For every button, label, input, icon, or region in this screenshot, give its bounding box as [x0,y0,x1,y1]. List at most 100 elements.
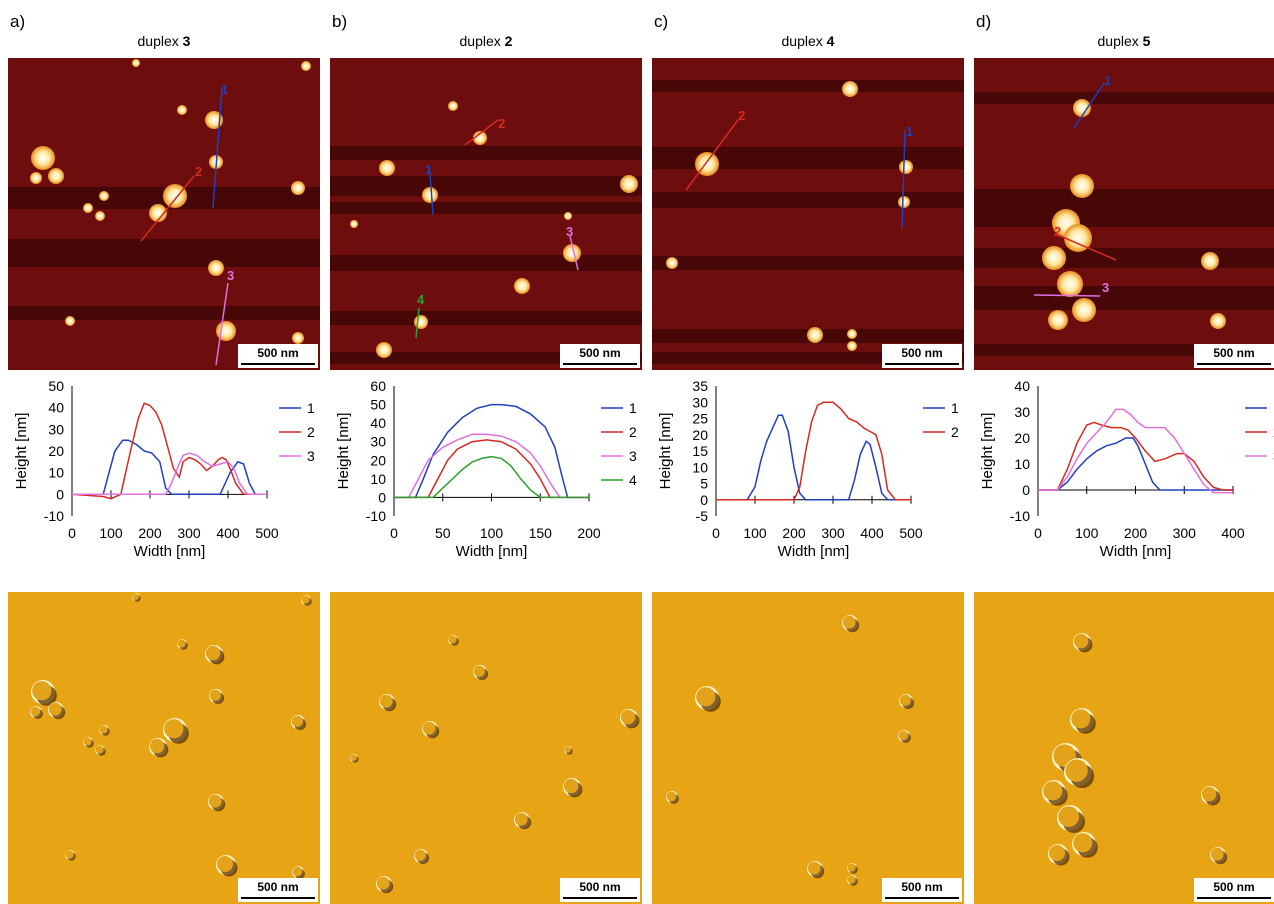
particle [83,203,93,213]
amplitude-image: 500 nm [974,592,1274,904]
x-tick-label: 0 [68,525,76,541]
y-tick-label: 20 [692,427,708,443]
legend-label: 3 [307,448,315,464]
particle-body [301,595,310,604]
amplitude-image-svg [330,592,642,904]
scale-bar: 500 nm [560,878,640,902]
particle [1201,252,1219,270]
amplitude-background [652,592,964,904]
y-tick-label: 60 [370,378,386,394]
particle-body [291,715,303,727]
panel-title: duplex 4 [781,33,835,49]
particle [216,321,236,341]
particle-body [1071,709,1091,729]
x-tick-label: 400 [216,525,240,541]
particle-body [1058,806,1080,828]
x-tick-label: 0 [1034,525,1042,541]
particle-body [414,849,426,861]
scale-bar: 500 nm [560,344,640,368]
particle-body [95,745,104,754]
legend-label: 4 [629,472,637,488]
particle-body [83,737,92,746]
particle [1072,298,1096,322]
scan-band [330,202,642,214]
particle [99,191,109,201]
profile-line [1073,82,1105,129]
particle-body [807,861,821,875]
profile-line-label: 2 [195,164,202,179]
y-tick-label: 5 [700,476,708,492]
particle-body [448,635,457,644]
particle-body [514,812,528,826]
particle-body [217,856,233,872]
amplitude-image: 500 nm [330,592,642,904]
profile-line-label: 1 [1104,73,1111,88]
y-tick-label: 10 [692,459,708,475]
particle [1070,174,1094,198]
particle-body [350,754,357,761]
x-tick-label: 200 [782,525,806,541]
particle-body [205,645,221,661]
profile-chart: -10 0 10 20 30 40 50 60 0 50 100 150 200 Width [nm] He… [330,378,642,578]
particle [205,111,223,129]
particle [1210,313,1226,329]
particle-body [1073,833,1093,853]
profile-line-label: 1 [906,124,913,139]
profile-line [215,282,229,366]
x-tick-label: 500 [899,525,923,541]
x-tick-label: 400 [1221,525,1245,541]
series-line [394,433,589,499]
particle [30,172,42,184]
profile-line [429,172,434,216]
series-line [1038,421,1233,491]
height-image-svg: 1 2 3 [974,58,1274,370]
y-tick-label: 30 [692,394,708,410]
y-tick-label: -5 [696,508,709,524]
panel-title: duplex 5 [1097,33,1151,49]
x-tick-label: 300 [177,525,201,541]
height-image-svg: 12 [652,58,964,370]
particle-body [65,850,74,859]
profile-line-label: 1 [221,82,228,97]
panel-title: duplex 2 [459,33,513,49]
profile-line [212,87,223,209]
profile-line-label: 3 [227,268,234,283]
y-tick-label: 10 [370,471,386,487]
y-tick-label: 20 [1014,430,1030,446]
particle-body [696,687,716,707]
profile-line [1057,234,1117,261]
particle [564,212,572,220]
y-tick-label: 0 [700,492,708,508]
scale-bar: 500 nm [238,878,318,902]
particle [1073,99,1091,117]
particle [448,101,458,111]
x-tick-label: 500 [255,525,279,541]
y-tick-label: 15 [692,443,708,459]
y-axis-label: Height [nm] [657,413,674,490]
particle [514,278,530,294]
particle [473,131,487,145]
particle-body [620,709,636,725]
y-axis-label: Height [nm] [335,413,352,490]
particle [898,196,910,208]
particle-body [847,875,856,884]
profile-line-label: 2 [738,108,745,123]
x-tick-label: 100 [99,525,123,541]
y-tick-label: 0 [1022,482,1030,498]
particle [1064,224,1092,252]
particle-body [564,746,571,753]
legend-label: 3 [629,448,637,464]
y-tick-label: 40 [1014,378,1030,394]
x-tick-label: 0 [712,525,720,541]
profile-line-label: 2 [1054,224,1061,239]
profile-line [415,307,420,339]
scan-band [652,192,964,208]
scan-band [330,255,642,271]
particle [376,342,392,358]
x-tick-label: 200 [577,525,601,541]
x-tick-label: 0 [390,525,398,541]
profile-line-label: 3 [566,224,573,239]
